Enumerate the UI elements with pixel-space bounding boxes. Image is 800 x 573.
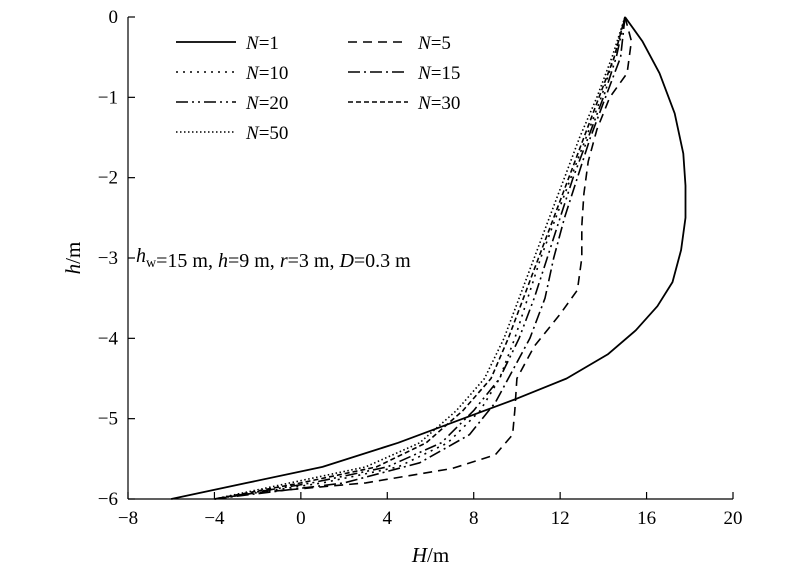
y-tick-label: −5: [98, 409, 118, 430]
legend-label: N=20: [245, 93, 288, 114]
y-axis-label: h/m: [61, 242, 85, 275]
legend-label: N=10: [245, 63, 288, 84]
x-tick-label: −4: [204, 508, 225, 529]
series-line-n-50: [214, 16, 626, 500]
series-line-n-10: [214, 16, 626, 500]
series-line-n-1: [171, 16, 687, 500]
legend-label: N=50: [245, 123, 288, 144]
y-tick-label: −1: [98, 87, 118, 108]
series-layer: [171, 16, 687, 500]
series-line-n-5: [214, 16, 633, 500]
y-tick-label: 0: [109, 7, 119, 28]
x-tick-label: −8: [118, 508, 138, 529]
legend-label: N=5: [417, 33, 451, 54]
legend: N=1 N=5 N=10 N=15 N=20 N=30 N=50: [176, 33, 460, 144]
legend-label: N=15: [417, 63, 460, 84]
series-line-n-20: [214, 16, 626, 500]
x-tick-label: 16: [637, 508, 656, 529]
x-tick-label: 8: [469, 508, 479, 529]
x-tick-label: 12: [551, 508, 570, 529]
x-tick-label: 20: [724, 508, 743, 529]
plot-area: [171, 16, 687, 500]
y-tick-label: −6: [98, 489, 118, 510]
series-line-n-15: [214, 16, 626, 500]
series-line-n-30: [214, 16, 626, 500]
parameters-annotation: hw=15 m, h=9 m, r=3 m, D=0.3 m: [136, 245, 411, 272]
axes: −8 −4 0 4 8 12 16 20 0 −1 −2 −3 −4 −5 −6: [98, 7, 743, 529]
x-tick-label: 0: [296, 508, 306, 529]
legend-label: N=30: [417, 93, 460, 114]
x-tick-label: 4: [383, 508, 393, 529]
legend-label: N=1: [245, 33, 279, 54]
y-tick-label: −2: [98, 168, 118, 189]
y-tick-label: −4: [98, 328, 119, 349]
x-axis-label: H/m: [411, 543, 449, 567]
y-tick-label: −3: [98, 248, 118, 269]
